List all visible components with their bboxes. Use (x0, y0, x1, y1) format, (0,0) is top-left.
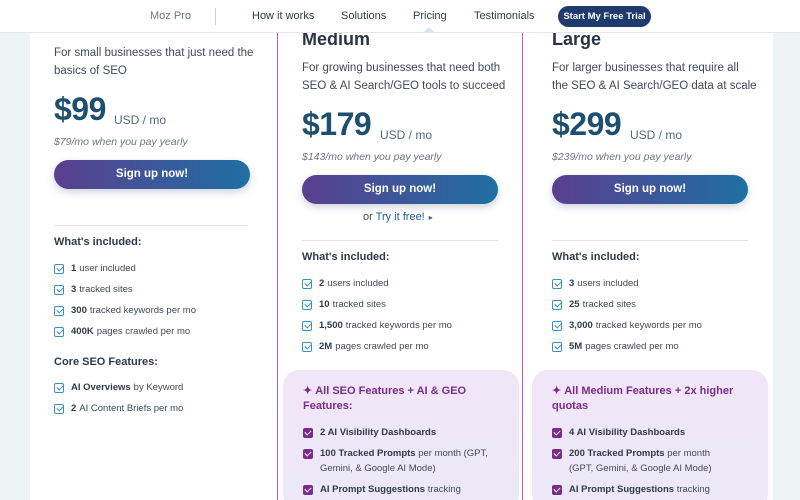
ai-feature-item: 200 Tracked Prompts per month (GPT, Gemi… (569, 448, 712, 474)
sparkle-icon: ✦ (552, 385, 562, 397)
active-nav-caret (423, 27, 435, 33)
nav-testimonials[interactable]: Testimonials (474, 10, 535, 22)
feature-item: 2 AI Content Briefs per mo (54, 403, 183, 414)
plan-medium-name: Medium (302, 29, 371, 49)
ai-feature-item: 4 AI Visibility Dashboards (569, 427, 686, 438)
feature-item: 3,000 tracked keywords per mo (552, 320, 702, 331)
plan-medium-price: $179 (302, 106, 372, 142)
ai-feature-item: 2 AI Visibility Dashboards (320, 427, 437, 438)
nav-separator (215, 8, 216, 25)
ai-features-panel: ✦ All SEO Features + AI & GEO Features: 2… (283, 370, 519, 500)
whats-included-title: What's included: (54, 236, 142, 248)
desc-line: For small businesses that just need the (54, 47, 254, 59)
check-icon (552, 278, 562, 289)
whats-included-title: What's included: (302, 251, 390, 263)
check-icon (54, 326, 64, 337)
desc-line: SEO & AI Search/GEO tools to succeed (302, 80, 506, 92)
large-signup-button[interactable]: Sign up now! (552, 175, 748, 204)
check-icon (54, 305, 64, 316)
try-free-link[interactable]: Try it free! (375, 211, 425, 223)
desc-line: For larger businesses that require all (552, 62, 739, 74)
divider (302, 240, 498, 241)
plan-large-name: Large (552, 29, 602, 49)
feature-item: 3 users included (552, 278, 639, 289)
desc-line: the SEO & AI Search/GEO data at scale (552, 80, 757, 92)
try-prefix: or (363, 211, 373, 223)
check-icon (54, 284, 64, 295)
feature-item: 10 tracked sites (302, 299, 386, 310)
check-icon (552, 449, 562, 459)
check-icon (302, 278, 312, 289)
desc-line: basics of SEO (54, 65, 127, 77)
check-icon (552, 320, 562, 331)
medium-signup-button[interactable]: Sign up now! (302, 175, 498, 204)
sparkle-icon: ✦ (303, 385, 313, 397)
check-icon (302, 320, 312, 331)
check-icon (552, 485, 562, 495)
feature-item: 300 tracked keywords per mo (54, 305, 196, 316)
feature-item: 25 tracked sites (552, 299, 636, 310)
ai-features-panel: ✦ All Medium Features + 2x higher quotas … (532, 370, 768, 500)
ai-feature-item: AI Prompt Suggestions tracking (320, 484, 461, 495)
chevron-right-icon: ▸ (428, 213, 433, 222)
top-nav: Moz Pro How it works Solutions Pricing T… (0, 0, 800, 33)
start-free-trial-button[interactable]: Start My Free Trial (558, 6, 651, 27)
plan-large-description: For larger businesses that require all t… (552, 59, 772, 95)
ai-feature-item: AI Prompt Suggestions tracking (569, 484, 710, 495)
nav-pricing[interactable]: Pricing (413, 10, 447, 22)
plan-small-card: For small businesses that just need the … (30, 33, 277, 500)
feature-item: 1,500 tracked keywords per mo (302, 320, 452, 331)
feature-item: 5M pages crawled per mo (552, 341, 679, 352)
yearly-price-note: $79/mo when you pay yearly (54, 136, 188, 148)
nav-solutions[interactable]: Solutions (341, 10, 387, 22)
small-signup-button[interactable]: Sign up now! (54, 160, 250, 189)
check-icon (302, 299, 312, 310)
feature-item: 2M pages crawled per mo (302, 341, 429, 352)
nav-how-it-works[interactable]: How it works (252, 10, 315, 22)
ai-panel-title: ✦ All SEO Features + AI & GEO Features: (303, 385, 467, 412)
yearly-price-note: $239/mo when you pay yearly (552, 151, 692, 163)
divider (54, 225, 248, 226)
ai-feature-item: 100 Tracked Prompts per month (GPT, Gemi… (320, 448, 488, 474)
check-icon (303, 428, 313, 438)
check-icon (302, 341, 312, 352)
check-icon (54, 263, 64, 274)
brand-link[interactable]: Moz Pro (150, 10, 191, 22)
check-icon (54, 403, 64, 414)
yearly-price-note: $143/mo when you pay yearly (302, 151, 442, 163)
feature-item: 2 users included (302, 278, 389, 289)
check-icon (552, 428, 562, 438)
ai-panel-title: ✦ All Medium Features + 2x higher quotas (552, 385, 734, 412)
plan-large-price: $299 (552, 106, 622, 142)
plan-medium-card: Medium For growing businesses that need … (277, 29, 523, 500)
divider (552, 240, 748, 241)
price-unit: USD / mo (630, 128, 683, 142)
feature-item: 3 tracked sites (54, 284, 133, 295)
plan-medium-description: For growing businesses that need both SE… (302, 59, 522, 95)
desc-line: For growing businesses that need both (302, 62, 501, 74)
price-unit: USD / mo (380, 128, 433, 142)
check-icon (552, 299, 562, 310)
check-icon (54, 382, 64, 393)
feature-item: AI Overviews by Keyword (54, 382, 183, 393)
check-icon (552, 341, 562, 352)
feature-item: 1 user included (54, 263, 136, 274)
feature-item: 400K pages crawled per mo (54, 326, 190, 337)
check-icon (303, 449, 313, 459)
check-icon (303, 485, 313, 495)
plan-small-description: For small businesses that just need the … (54, 44, 274, 80)
whats-included-title: What's included: (552, 251, 640, 263)
try-free-row: or Try it free! ▸ (363, 211, 433, 223)
price-unit: USD / mo (114, 113, 167, 127)
core-seo-title: Core SEO Features: (54, 356, 158, 368)
plan-large-card: Large For larger businesses that require… (523, 29, 773, 500)
plan-small-price: $99 (54, 91, 106, 127)
